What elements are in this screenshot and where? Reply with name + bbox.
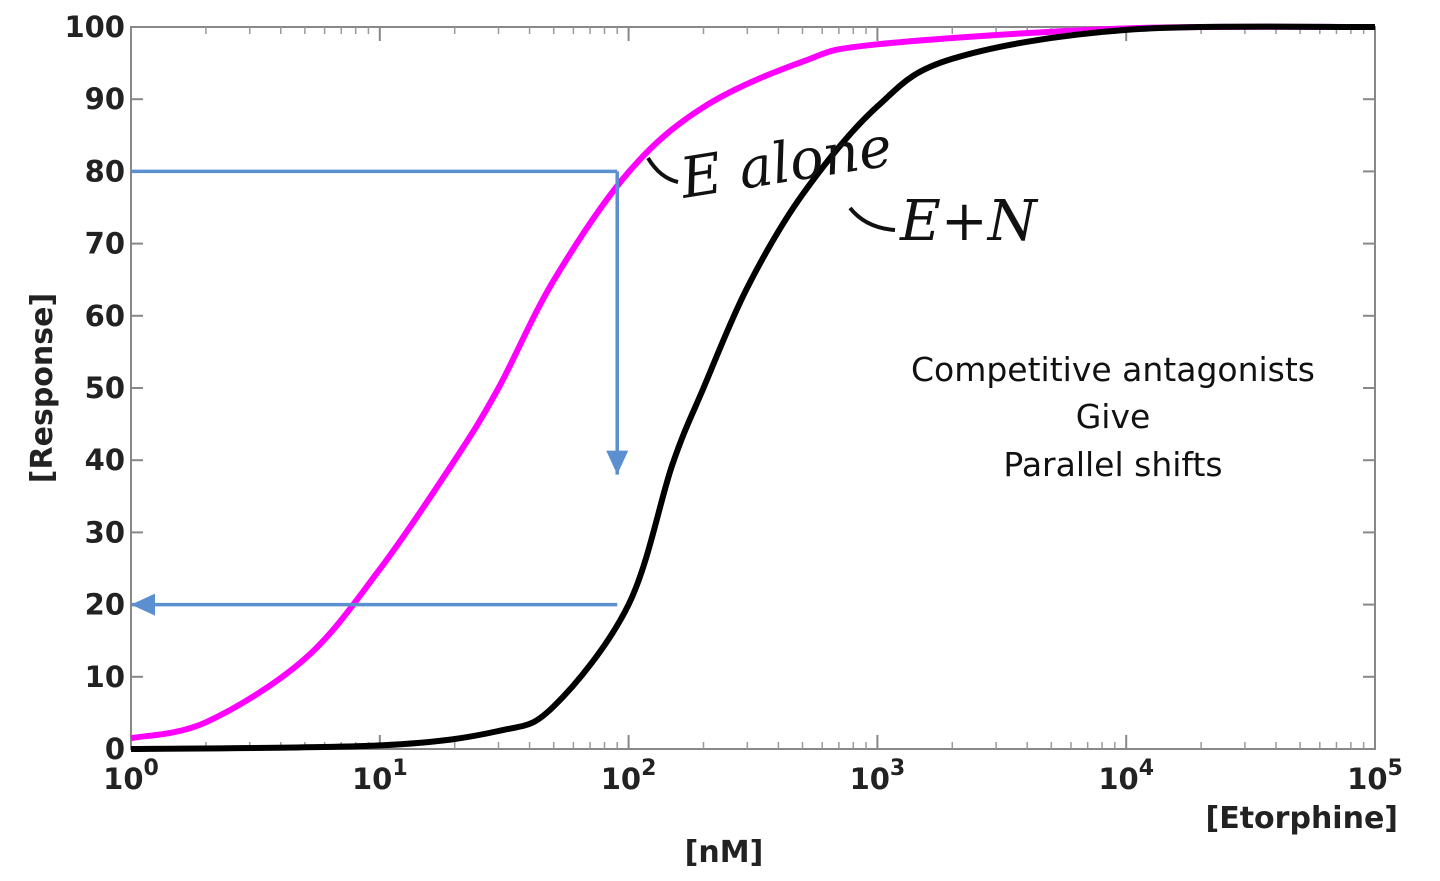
label-e-alone: E alone — [675, 114, 896, 212]
y-tick-label: 60 — [85, 299, 125, 333]
y-tick-label: 90 — [85, 82, 125, 116]
label-e-n: E+N — [899, 189, 1039, 254]
arrow-layer — [131, 169, 629, 616]
x-tick-label: 102 — [601, 756, 657, 796]
y-tick-label: 40 — [85, 443, 125, 477]
x-tick-label: 101 — [352, 756, 408, 796]
arrow-head — [131, 593, 155, 616]
y-tick-label: 100 — [64, 10, 125, 44]
x-axis-title: [nM] — [685, 835, 764, 870]
note-line-1: Competitive antagonists — [911, 350, 1315, 389]
y-tick-label: 20 — [85, 588, 125, 622]
note-line-3: Parallel shifts — [1003, 445, 1222, 484]
series-line-e-alone — [130, 23, 1376, 742]
x-tick-label: 103 — [850, 756, 906, 796]
x-tick-label: 105 — [1347, 756, 1403, 796]
y-tick-label: 70 — [85, 227, 125, 261]
y-axis: 0 10 20 30 40 50 60 70 80 90 100 — [64, 10, 1375, 766]
x-axis: 100 101 102 103 104 105 — [103, 27, 1403, 796]
y-tick-label: 0 — [105, 732, 125, 766]
y-tick-label: 10 — [85, 660, 125, 694]
series-layer — [130, 23, 1376, 752]
x-axis-secondary-title: [Etorphine] — [1206, 801, 1398, 836]
label-e-n-leader — [848, 206, 896, 232]
x-tick-label: 100 — [103, 756, 159, 796]
y-axis-title: [Response] — [25, 293, 60, 483]
y-tick-label: 80 — [85, 154, 125, 188]
x-tick-label: 104 — [1098, 756, 1154, 796]
y-tick-label: 30 — [85, 515, 125, 549]
label-e-alone-leader — [646, 156, 679, 184]
arrow-head — [606, 450, 629, 475]
series-line-e-plus-n — [130, 23, 1376, 752]
note-line-2: Give — [1076, 397, 1151, 436]
y-tick-label: 50 — [85, 371, 125, 405]
